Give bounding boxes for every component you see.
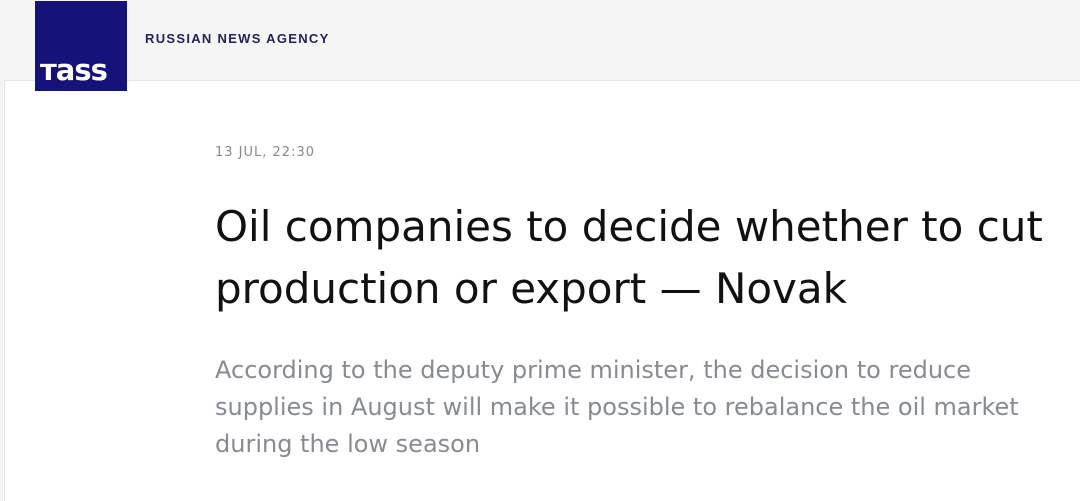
article-title: Oil companies to decide whether to cut p… [215,202,1043,313]
tass-logo[interactable]: тass [35,1,127,91]
article-lead: According to the deputy prime minister, … [215,356,1019,458]
article-card [4,80,1080,501]
logo-text: тass [40,53,108,87]
agency-tagline: RUSSIAN NEWS AGENCY [145,31,330,46]
site-header: RUSSIAN NEWS AGENCY [0,0,1080,80]
article-date: 13 JUL, 22:30 [215,145,315,160]
